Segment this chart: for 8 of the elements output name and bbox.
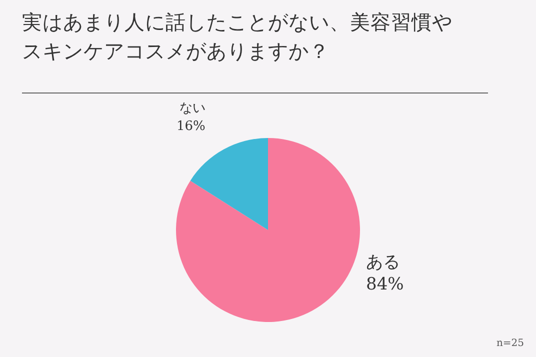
data-label: 84% xyxy=(366,274,404,294)
pie-slice xyxy=(176,138,360,322)
pie-slice xyxy=(190,138,268,230)
text: n=25 xyxy=(496,338,524,349)
data-label: 16% xyxy=(176,119,206,134)
slice-label: ある xyxy=(366,252,400,272)
slice-label: ない xyxy=(179,101,206,116)
chart-title: 実はあまり人に話したことがない、美容習慣やスキンケアコスメがありますか？ xyxy=(22,9,454,65)
